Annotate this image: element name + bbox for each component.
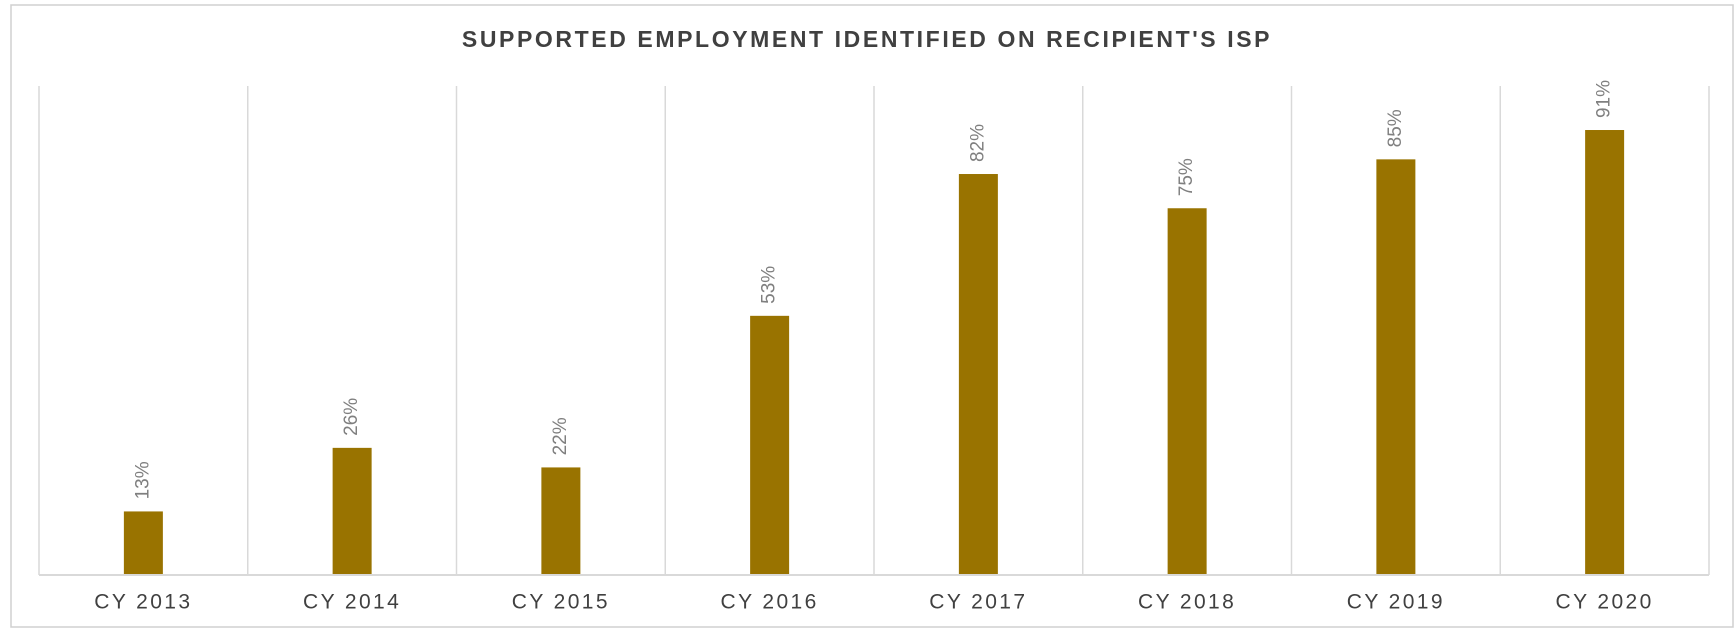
data-label: 85% [1385,109,1406,147]
x-tick-label: CY 2018 [1138,591,1236,614]
bar [750,315,790,575]
x-tick-label: CY 2019 [1347,591,1445,614]
bar [123,511,163,575]
bar [541,467,581,575]
data-label: 91% [1594,80,1615,118]
x-tick-label: CY 2015 [512,591,610,614]
x-tick-label: CY 2017 [929,591,1027,614]
bar [1585,130,1625,575]
bar [1376,159,1416,575]
data-label: 82% [967,124,988,162]
chart-title: SUPPORTED EMPLOYMENT IDENTIFIED ON RECIP… [462,26,1272,52]
x-tick-label: CY 2016 [721,591,819,614]
chart-frame [10,4,1734,628]
x-tick-label: CY 2013 [94,591,192,614]
x-tick-label: CY 2020 [1556,591,1654,614]
data-label: 53% [759,266,780,304]
data-label: 22% [550,417,571,455]
bar [958,174,998,575]
x-tick-label: CY 2014 [303,591,401,614]
data-label: 75% [1176,158,1197,196]
bar [1167,208,1207,575]
data-label: 13% [132,461,153,499]
data-label: 26% [341,398,362,436]
bar [332,447,372,575]
